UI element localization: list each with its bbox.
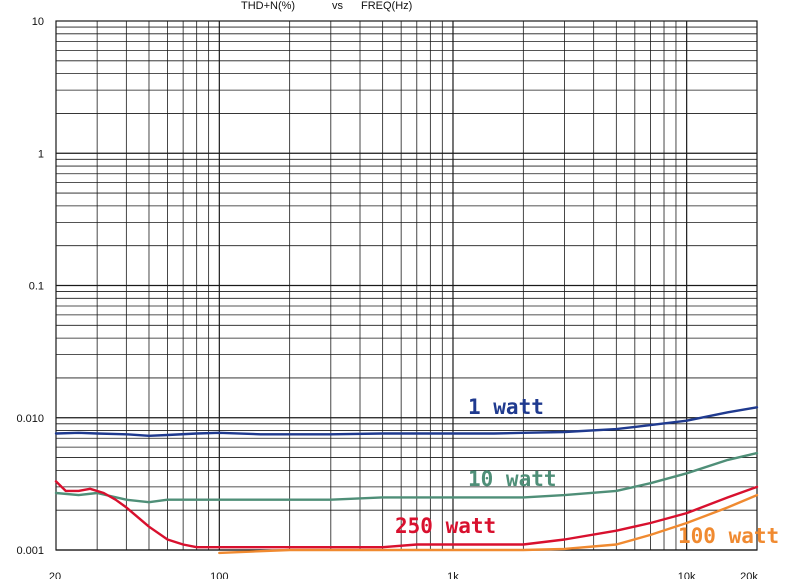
x-tick-label: 20 bbox=[49, 571, 61, 579]
series-line-100-watt bbox=[218, 493, 759, 555]
series-lines bbox=[54, 406, 759, 555]
y-tick-label: 1 bbox=[38, 148, 44, 160]
series-label-1-watt: 1 watt bbox=[468, 395, 544, 419]
y-tick-label: 0.010 bbox=[16, 413, 44, 425]
x-tick-label: 1k bbox=[447, 571, 459, 579]
y-tick-label: 10 bbox=[32, 16, 44, 28]
chart-title-part-2: vs bbox=[332, 0, 344, 12]
tick-labels: 10 1 0.1 0.010 0.001 20 100 1k 10k 20k bbox=[16, 16, 758, 579]
x-tick-label: 20k bbox=[740, 571, 758, 579]
series-label-100-watt: 100 watt bbox=[678, 524, 779, 548]
y-tick-label: 0.1 bbox=[29, 281, 44, 293]
x-tick-label: 100 bbox=[210, 571, 228, 579]
series-line-10-watt bbox=[54, 451, 759, 504]
series-label-10-watt: 10 watt bbox=[468, 467, 557, 491]
x-tick-label: 10k bbox=[678, 571, 696, 579]
series-line-250-watt bbox=[54, 480, 759, 549]
y-tick-label: 0.001 bbox=[16, 545, 44, 557]
series-label-250-watt: 250 watt bbox=[395, 514, 496, 538]
series-labels: 1 watt 10 watt 250 watt 100 watt bbox=[395, 395, 779, 548]
chart-title: THD+N(%) vs FREQ(Hz) bbox=[241, 0, 412, 12]
chart-title-part-1: THD+N(%) bbox=[241, 0, 295, 12]
series-line-1-watt bbox=[54, 406, 759, 437]
chart-title-part-3: FREQ(Hz) bbox=[361, 0, 412, 12]
grid bbox=[55, 20, 758, 551]
